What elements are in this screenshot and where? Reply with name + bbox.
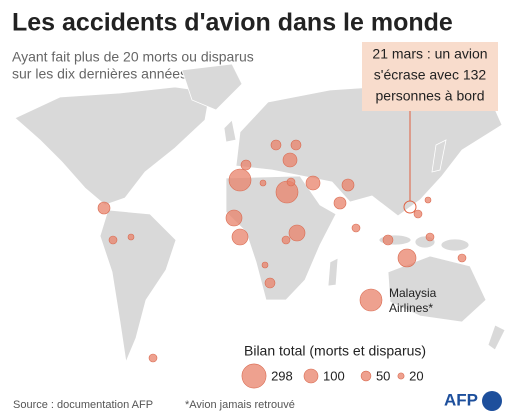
annotation-box xyxy=(362,42,498,111)
legend-circle xyxy=(241,363,267,389)
logo-mark xyxy=(482,391,502,411)
legend-title: Bilan total (morts et disparus) xyxy=(244,343,426,359)
legend-label: 298 xyxy=(271,368,293,383)
annotation-text: personnes à bord xyxy=(376,88,485,104)
malaysia-label: Airlines* xyxy=(389,301,433,315)
subtitle: Ayant fait plus de 20 morts ou disparus xyxy=(12,49,254,65)
world-map xyxy=(14,63,506,364)
annotation-text: s'écrase avec 132 xyxy=(374,67,487,83)
legend-circle xyxy=(360,370,372,382)
malaysia-label: Malaysia xyxy=(389,286,437,300)
annotation-text: 21 mars : un avion xyxy=(372,46,487,62)
logo: AFP xyxy=(444,390,478,409)
footnote: *Avion jamais retrouvé xyxy=(185,399,295,411)
accident-markers xyxy=(97,139,467,363)
annotation: 21 mars : un avion s'écrase avec 132 per… xyxy=(362,42,498,201)
legend-circle xyxy=(397,372,405,380)
legend-label: 100 xyxy=(323,368,345,383)
legend-label: 50 xyxy=(376,368,390,383)
subtitle: sur les dix dernières années xyxy=(12,66,187,82)
legend: 298 100 50 20 xyxy=(241,363,424,389)
source: Source : documentation AFP xyxy=(13,399,153,411)
legend-label: 20 xyxy=(409,368,423,383)
title: Les accidents d'avion dans le monde xyxy=(12,9,453,37)
legend-circle xyxy=(303,368,319,384)
malaysia-marker xyxy=(359,288,383,312)
